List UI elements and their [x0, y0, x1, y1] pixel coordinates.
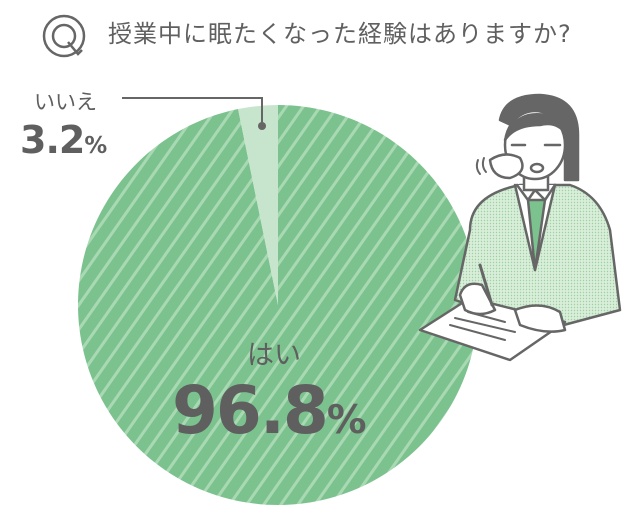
slice-value-no: 3.2% — [20, 118, 107, 162]
slice-label-yes: はい — [247, 340, 301, 371]
chart-title: 授業中に眠たくなった経験はありますか? — [108, 20, 572, 48]
q-bubble-icon — [42, 14, 86, 58]
slice-value-yes: 96.8% — [172, 372, 366, 449]
pie-slice-no — [238, 105, 278, 305]
pie-slice-yes — [78, 105, 479, 505]
no-leader-dot — [258, 122, 266, 130]
no-leader-line — [122, 97, 263, 126]
slice-label-no: いいえ — [34, 90, 97, 114]
sleepy-student-illustration — [418, 93, 622, 362]
